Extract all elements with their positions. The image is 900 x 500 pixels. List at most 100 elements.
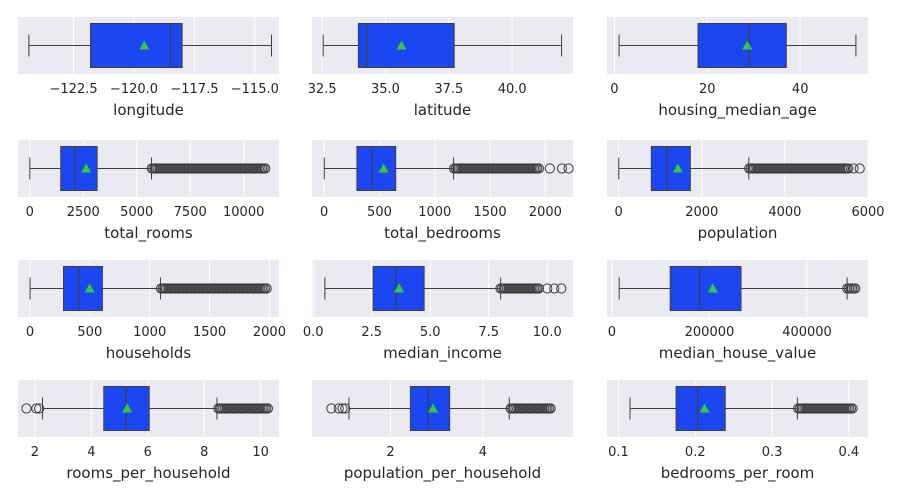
panel-total_rooms: 0 2500 5000 7500 10000 total_rooms — [18, 140, 279, 243]
outlier-point — [326, 403, 337, 414]
tick-label: 40 — [792, 82, 809, 97]
tick-label: 0.2 — [685, 445, 706, 460]
tick-label: −122.5 — [50, 82, 98, 97]
outlier-point — [847, 403, 858, 414]
mean-marker — [378, 163, 389, 173]
outlier-point — [563, 163, 574, 174]
tick-label: 0 — [26, 205, 34, 220]
outlier-point — [333, 403, 344, 414]
x-axis-label: housing_median_age — [658, 101, 816, 120]
tick-label: 2 — [386, 445, 394, 460]
mean-marker — [139, 40, 150, 50]
tick-label: 2000 — [529, 205, 562, 220]
tick-label: 2500 — [67, 205, 100, 220]
tick-label: 35.0 — [371, 82, 400, 97]
mean-marker — [394, 283, 405, 293]
outlier-point — [843, 163, 854, 174]
iqr-box — [62, 266, 103, 311]
panel-housing_median_age: 0 20 40 housing_median_age — [607, 17, 868, 120]
tick-label: 0 — [320, 205, 328, 220]
tick-label: 4 — [87, 445, 95, 460]
iqr-box — [675, 386, 726, 431]
iqr-box — [409, 386, 451, 431]
panel-population_per_household: 2 4 population_per_household — [312, 380, 573, 483]
tick-label: 0 — [26, 325, 34, 340]
tick-label: 200000 — [685, 325, 735, 340]
outlier-point — [544, 163, 555, 174]
tick-label: 500 — [77, 325, 102, 340]
panel-median_house_value: 0 200000 400000 median_house_value — [607, 260, 868, 363]
mean-marker — [672, 163, 683, 173]
x-axis-label: latitude — [414, 101, 472, 119]
outlier-point — [21, 403, 32, 414]
outlier-point — [545, 403, 556, 414]
tick-label: 500 — [367, 205, 392, 220]
x-axis-label: population_per_household — [344, 464, 541, 483]
tick-label: 0.1 — [608, 445, 629, 460]
tick-label: 0.0 — [303, 325, 324, 340]
x-axis-label: total_rooms — [104, 224, 193, 243]
tick-label: 7500 — [174, 205, 207, 220]
x-axis-label: rooms_per_household — [66, 464, 230, 483]
panel-longitude: −122.5 −120.0 −117.5 −115.0 longitude — [18, 17, 279, 119]
tick-label: 2.5 — [361, 325, 382, 340]
tick-label: 2000 — [685, 205, 718, 220]
outlier-point — [854, 163, 865, 174]
tick-label: 20 — [699, 82, 716, 97]
outlier-point — [533, 163, 545, 174]
tick-label: 10.0 — [533, 325, 562, 340]
outlier-point — [34, 403, 45, 414]
tick-label: −115.0 — [231, 82, 279, 97]
tick-label: 10000 — [223, 205, 264, 220]
outlier-point — [848, 163, 859, 174]
outlier-point — [260, 163, 271, 174]
tick-label: 0.3 — [762, 445, 783, 460]
tick-label: 8 — [200, 445, 208, 460]
iqr-box — [356, 146, 397, 191]
panel-latitude: 32.5 35.0 37.5 40.0 latitude — [308, 17, 573, 119]
mean-marker — [122, 403, 133, 413]
tick-label: 7.5 — [478, 325, 499, 340]
tick-label: 0 — [608, 325, 616, 340]
outlier-point — [261, 283, 272, 294]
tick-label: 32.5 — [308, 82, 337, 97]
x-axis-label: bedrooms_per_room — [661, 464, 815, 483]
tick-label: 0.4 — [838, 445, 859, 460]
panel-bedrooms_per_room: 0.1 0.2 0.3 0.4 bedrooms_per_room — [607, 380, 868, 483]
iqr-box — [357, 23, 455, 68]
tick-label: 0 — [610, 82, 618, 97]
tick-label: 37.5 — [434, 82, 463, 97]
tick-label: 1000 — [133, 325, 166, 340]
tick-label: 4 — [479, 445, 487, 460]
panel-total_bedrooms: 0 500 1000 1500 2000 total_bedrooms — [312, 140, 574, 243]
outlier-point — [542, 283, 553, 294]
iqr-box — [60, 146, 98, 191]
x-axis-label: households — [106, 344, 192, 362]
iqr-box — [90, 23, 183, 68]
outlier-point — [337, 403, 348, 414]
tick-label: 1500 — [193, 325, 226, 340]
x-axis-label: longitude — [113, 101, 184, 119]
panel-households: 0 500 1000 1500 2000 households — [18, 260, 286, 362]
iqr-box — [697, 23, 787, 68]
panel-rooms_per_household: 2 4 6 8 10 rooms_per_household — [18, 380, 279, 483]
tick-label: −117.5 — [170, 82, 218, 97]
outlier-point — [340, 403, 351, 414]
tick-label: 5000 — [120, 205, 153, 220]
tick-label: 4000 — [768, 205, 801, 220]
outlier-point — [31, 403, 42, 414]
x-axis-label: median_income — [383, 344, 502, 363]
tick-label: 6 — [144, 445, 152, 460]
outlier-point — [533, 283, 544, 294]
mean-marker — [81, 163, 92, 173]
outlier-point — [549, 283, 560, 294]
iqr-box — [650, 146, 691, 191]
iqr-box — [669, 266, 742, 311]
outlier-point — [262, 403, 274, 414]
mean-marker — [84, 283, 95, 293]
tick-label: 40.0 — [498, 82, 527, 97]
tick-label: 1500 — [474, 205, 507, 220]
tick-label: 1000 — [418, 205, 451, 220]
tick-label: 0 — [614, 205, 622, 220]
